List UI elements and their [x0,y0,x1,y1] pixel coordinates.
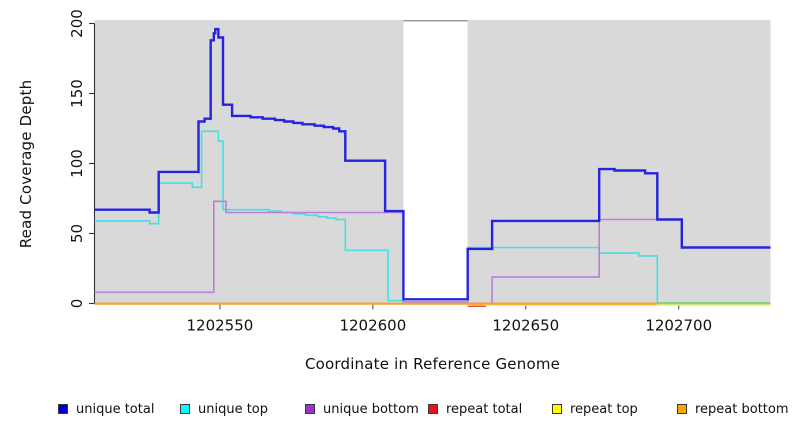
legend-label: repeat total [446,401,523,417]
x-axis-title: Coordinate in Reference Genome [304,355,561,373]
legend-swatch-icon [58,404,68,414]
legend-item-unique-bottom: unique bottom [305,400,419,418]
legend-label: unique bottom [323,401,419,417]
y-tick-label: 50 [68,224,86,243]
legend: unique total unique top unique bottom repea… [0,400,792,420]
legend-swatch-icon [428,404,438,414]
legend-label: unique total [76,401,155,417]
legend-label: unique top [198,401,269,417]
series-unique-total [94,27,771,301]
legend-label: repeat top [570,401,638,417]
legend-swatch-icon [552,404,562,414]
legend-item-repeat-total: repeat total [428,400,522,418]
legend-item-repeat-bottom: repeat bottom [677,400,789,418]
legend-item-unique-total: unique total [58,400,154,418]
y-tick-label: 0 [68,299,86,309]
x-tick-label: 1202550 [187,317,254,335]
x-tick-label: 1202650 [492,317,559,335]
series-unique-top [94,130,771,305]
legend-item-repeat-top: repeat top [552,400,638,418]
plot-area: 0 50 100 150 200 1202550 1202600 1202650 1202700 [68,9,771,335]
legend-swatch-icon [180,404,190,414]
y-tick-label: 200 [68,9,86,38]
y-tick-label: 100 [68,149,86,178]
legend-label: repeat bottom [695,401,789,417]
coverage-gap-band [403,20,468,304]
y-axis-title: Read Coverage Depth [17,79,35,249]
x-tick-label: 1202700 [645,317,712,335]
legend-swatch-icon [677,404,687,414]
legend-swatch-icon [305,404,315,414]
legend-item-unique-top: unique top [180,400,268,418]
x-tick-label: 1202600 [339,317,406,335]
y-tick-label: 150 [68,79,86,108]
